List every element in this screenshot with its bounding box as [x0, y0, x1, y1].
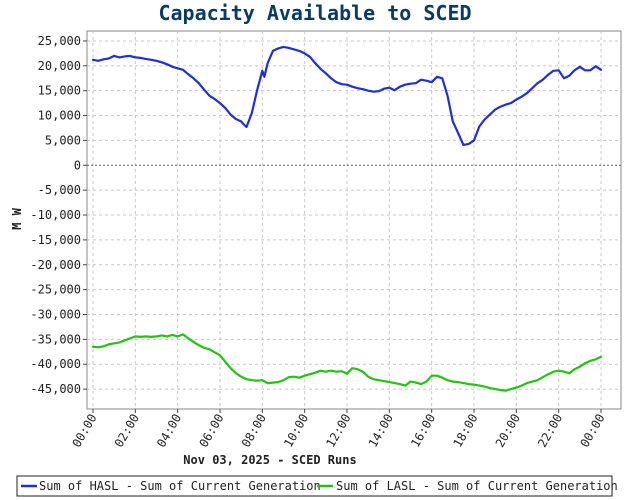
- x-tick-label: 04:00: [154, 412, 184, 450]
- y-tick-label: -45,000: [30, 382, 81, 396]
- x-tick-label: 18:00: [450, 412, 480, 450]
- series-line-hasl: [91, 45, 603, 146]
- legend-label-lasl: Sum of LASL - Sum of Current Generation: [336, 479, 618, 493]
- y-tick-label: -40,000: [30, 357, 81, 371]
- x-axis-ticks: 00:00 02:00 04:00 06:00 08:00 10:00 12:00 14:00…: [69, 409, 608, 450]
- y-tick-label: 15,000: [38, 84, 81, 98]
- y-tick-label: -25,000: [30, 283, 81, 297]
- plot-area: [86, 30, 622, 410]
- chart-title: Capacity Available to SCED: [158, 1, 471, 25]
- x-tick-label: 00:00: [577, 412, 607, 450]
- y-axis-ticks: 25,000 20,000 15,000 10,000 5,000 0 -5,000 -10,…: [30, 34, 87, 396]
- y-tick-label: 5,000: [45, 133, 81, 147]
- x-tick-label: 22:00: [535, 412, 565, 450]
- series-group: [91, 45, 603, 392]
- y-tick-label: -20,000: [30, 258, 81, 272]
- y-tick-label: 10,000: [38, 109, 81, 123]
- x-tick-label: 10:00: [281, 412, 311, 450]
- x-tick-label: 16:00: [408, 412, 438, 450]
- legend-label-hasl: Sum of HASL - Sum of Current Generation: [39, 479, 321, 493]
- x-tick-label: 12:00: [323, 412, 353, 450]
- grid: [87, 31, 621, 409]
- series-line-lasl: [91, 333, 603, 392]
- y-tick-label: -5,000: [38, 183, 81, 197]
- y-tick-label: 20,000: [38, 59, 81, 73]
- x-tick-label: 06:00: [196, 412, 226, 450]
- y-tick-label: 0: [74, 158, 81, 172]
- x-axis-label: Nov 03, 2025 - SCED Runs: [183, 453, 356, 467]
- y-tick-label: -10,000: [30, 208, 81, 222]
- x-tick-label: 08:00: [239, 412, 269, 450]
- x-tick-label: 14:00: [366, 412, 396, 450]
- y-tick-label: -15,000: [30, 233, 81, 247]
- y-tick-label: -30,000: [30, 308, 81, 322]
- y-tick-label: -35,000: [30, 332, 81, 346]
- legend: Sum of HASL - Sum of Current Generation …: [16, 475, 618, 497]
- x-tick-label: 20:00: [493, 412, 523, 450]
- x-tick-label: 00:00: [69, 412, 99, 450]
- legend-box: [16, 475, 613, 497]
- y-axis-label: M W: [10, 207, 24, 229]
- y-tick-label: 25,000: [38, 34, 81, 48]
- x-tick-label: 02:00: [112, 412, 142, 450]
